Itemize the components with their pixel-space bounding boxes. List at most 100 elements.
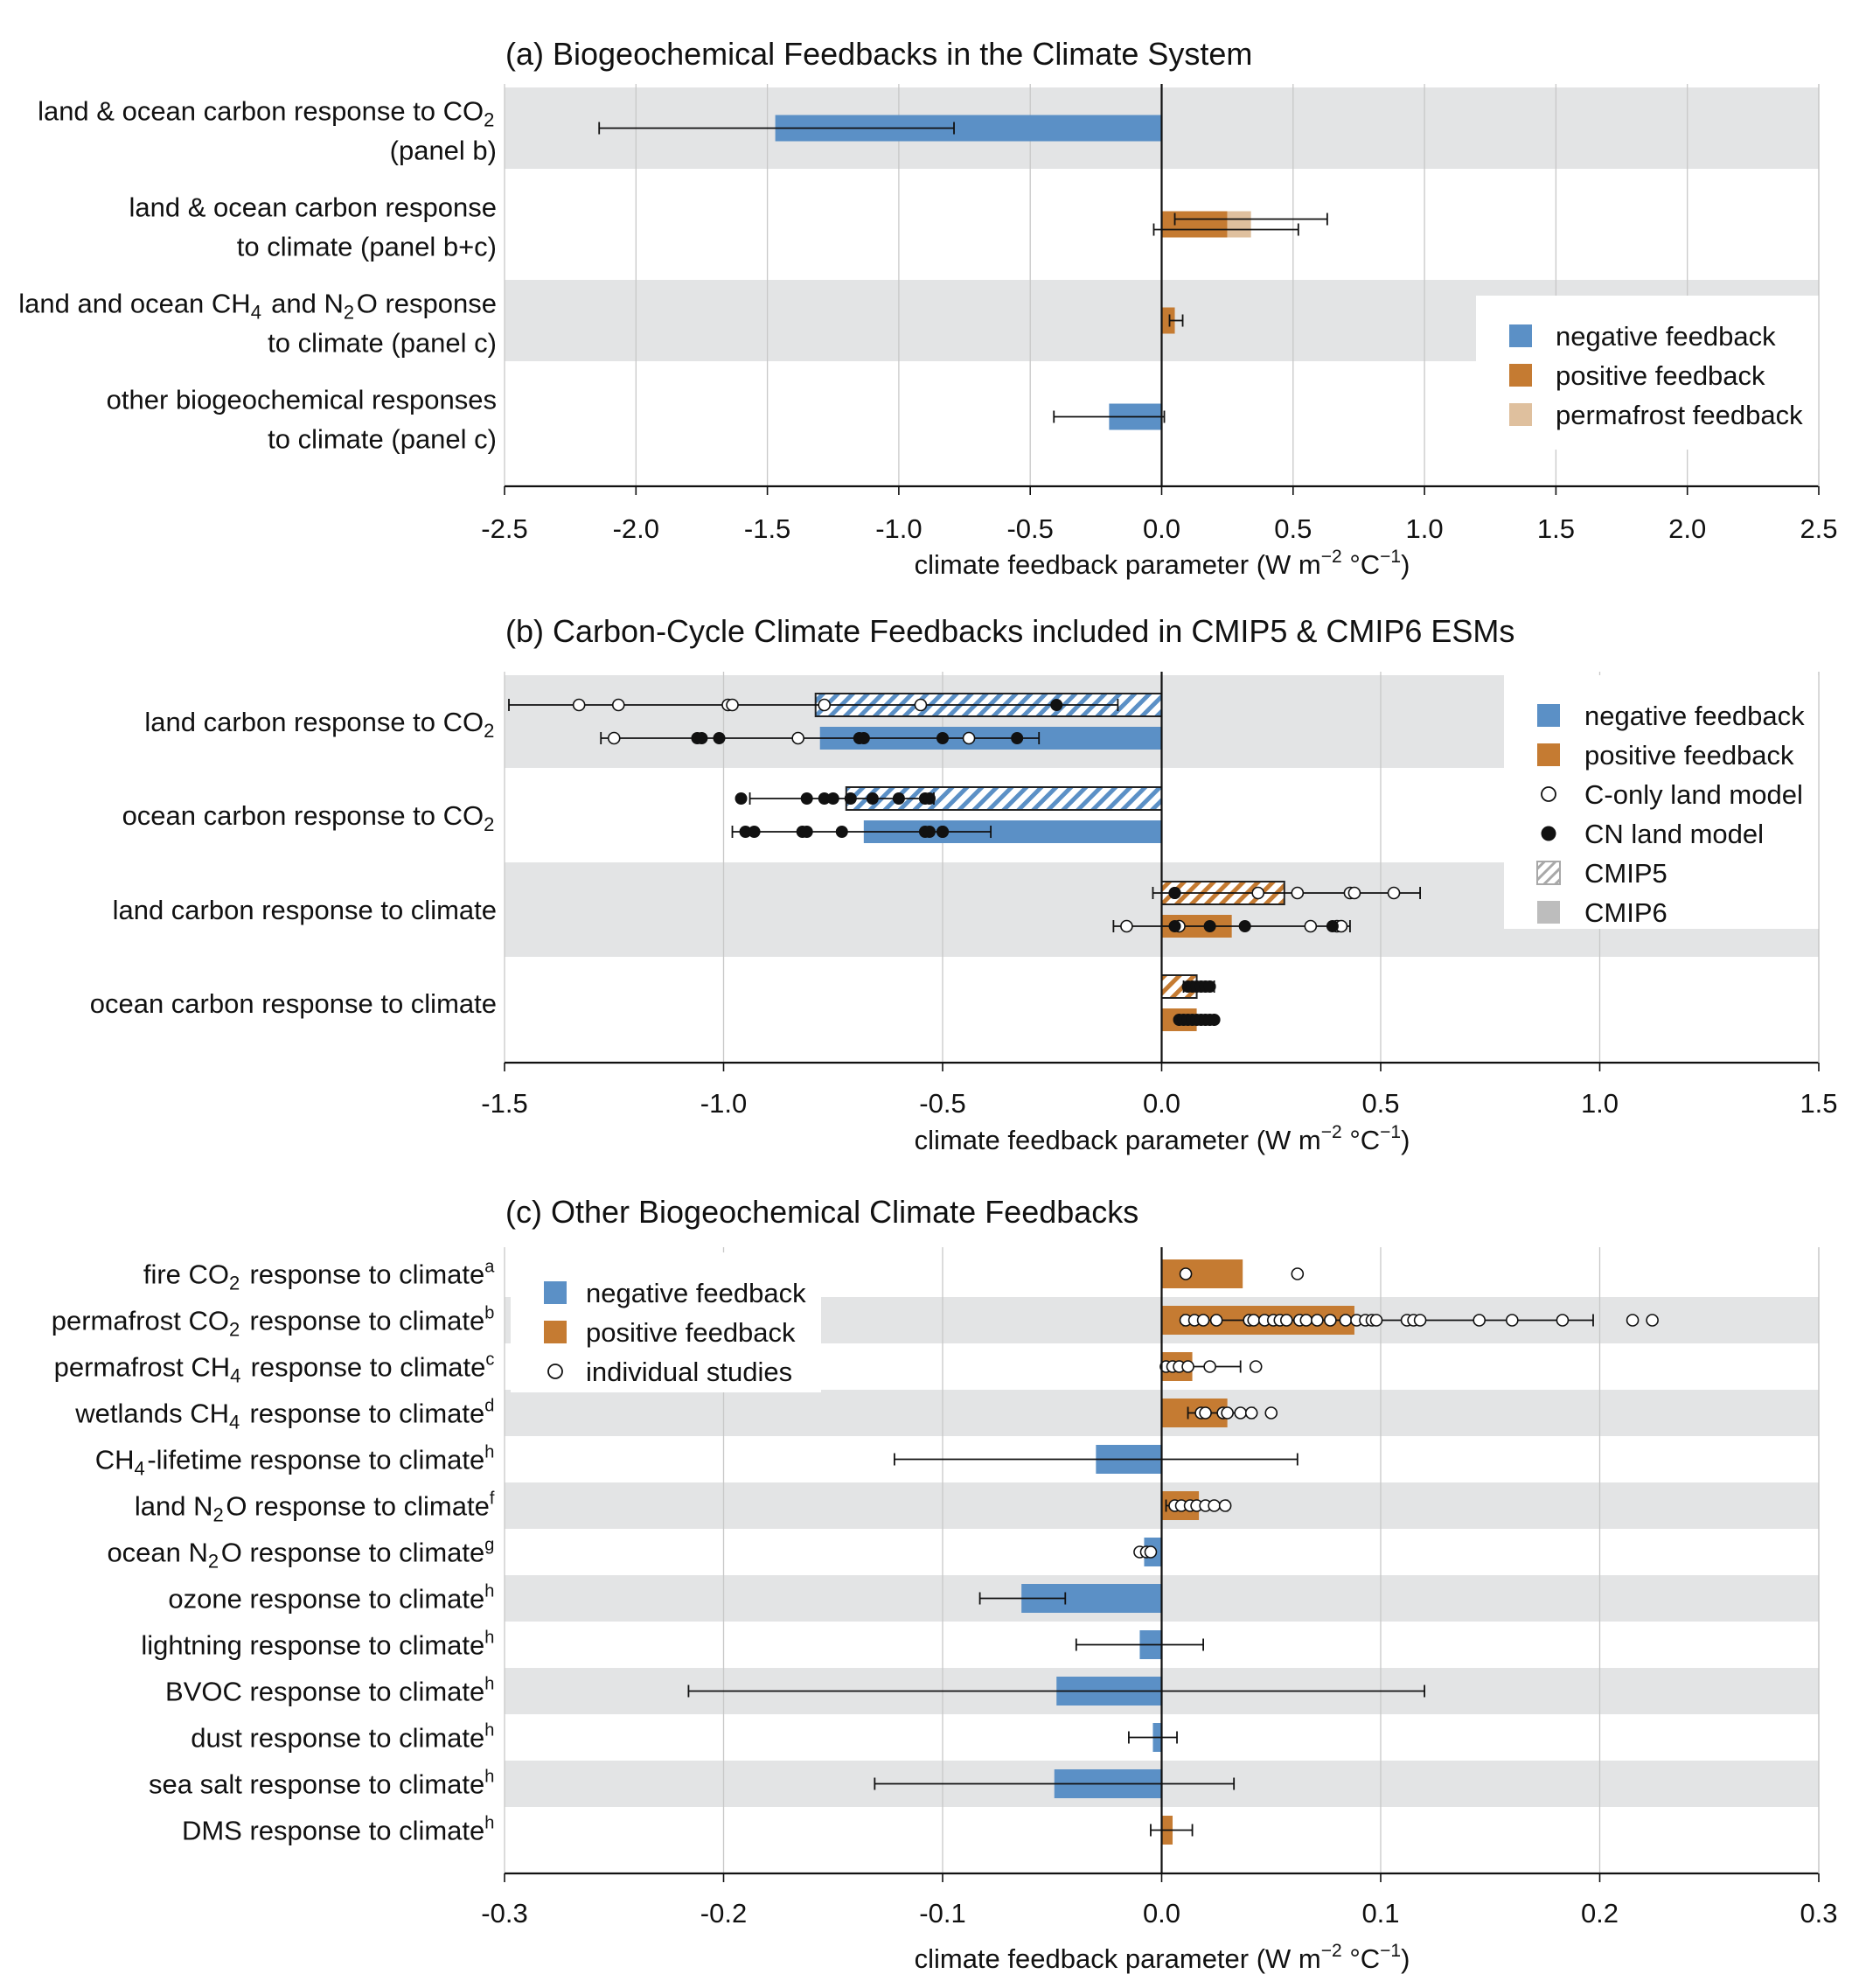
panel-c: (c) Other Biogeochemical Climate Feedbac… — [52, 1194, 1838, 1974]
legend-swatch — [1537, 743, 1560, 766]
row-label-part: land N — [135, 1491, 213, 1522]
open-dot — [1249, 1360, 1263, 1373]
row-label-gap — [494, 1630, 497, 1661]
x-axis-label-unit: °C — [1342, 1943, 1380, 1974]
panel-b: (b) Carbon-Cycle Climate Feedbacks inclu… — [90, 613, 1838, 1155]
row-label-part: and N — [264, 289, 344, 319]
row-label: BVOC response to climateh — [165, 1675, 497, 1707]
row-label: CH4 -lifetime response to climateh — [95, 1443, 497, 1480]
legend-box — [1476, 296, 1819, 450]
open-dot — [1208, 1499, 1221, 1512]
row-label-part: dust response to climate — [191, 1723, 484, 1754]
row-label: land & ocean carbon response — [129, 192, 497, 223]
open-dot — [1506, 1314, 1519, 1327]
legend-swatch — [1509, 403, 1532, 426]
bar — [1161, 1259, 1243, 1288]
row-label: dust response to climateh — [191, 1721, 497, 1754]
panel-c-body: fire CO2 response to climatea permafrost… — [52, 1247, 1838, 1974]
row-label: fire CO2 response to climatea — [143, 1258, 497, 1294]
filled-dot — [800, 792, 813, 805]
open-dot — [1387, 886, 1401, 900]
row-label-gap — [494, 1584, 497, 1615]
row-label-gap — [494, 1769, 497, 1800]
x-tick-label: 1.5 — [1537, 513, 1575, 544]
filled-dot — [735, 792, 748, 805]
legend-label: negative feedback — [586, 1278, 806, 1308]
x-axis-label-close: ) — [1401, 1943, 1410, 1974]
open-dot — [1299, 1314, 1313, 1327]
filled-dot — [1011, 732, 1024, 744]
open-dot — [1144, 1545, 1158, 1559]
x-tick-label: -2.0 — [613, 513, 659, 544]
row-label: lightning response to climateh — [141, 1629, 497, 1661]
filled-dot — [844, 792, 857, 805]
row-label-part: land carbon response to CO — [144, 707, 484, 737]
filled-dot — [892, 792, 905, 805]
row-label: to climate (panel b+c) — [237, 232, 497, 262]
legend-label: positive feedback — [586, 1317, 796, 1348]
x-axis-label-exp2: −1 — [1380, 1122, 1401, 1142]
row-label-sub: 4 — [229, 1412, 240, 1433]
open-dot — [1181, 1360, 1194, 1373]
row-label-part: O response — [357, 289, 497, 319]
row-label-part: response to climate — [242, 1259, 484, 1290]
filled-dot — [1168, 887, 1181, 899]
row-label-sub: 2 — [484, 813, 494, 835]
x-tick-label: -1.5 — [481, 1088, 527, 1119]
row-label-gap — [494, 1445, 497, 1475]
legend-dot — [1541, 786, 1556, 802]
row-label-sup: h — [484, 1768, 494, 1787]
filled-dot — [1238, 920, 1251, 932]
legend-label: positive feedback — [1584, 740, 1794, 771]
row-label: land carbon response to CO2 — [144, 707, 497, 742]
row-label-sup: a — [484, 1258, 495, 1277]
panel-a: (a) Biogeochemical Feedbacks in the Clim… — [18, 36, 1837, 580]
row-label-gap — [494, 1816, 497, 1846]
x-axis-label-unit: °C — [1342, 1125, 1380, 1155]
row-label-part: BVOC response to climate — [165, 1677, 484, 1707]
filled-dot — [1050, 699, 1063, 711]
legend-swatch — [544, 1321, 567, 1343]
legend-label: permafrost feedback — [1556, 400, 1803, 430]
legend-swatch — [544, 1281, 567, 1304]
row-label-part: land and ocean CH — [18, 289, 250, 319]
row-label-gap — [494, 1677, 497, 1707]
filled-dot — [835, 826, 848, 838]
open-dot — [1234, 1406, 1247, 1420]
row-label: land & ocean carbon response to CO2 — [38, 96, 497, 131]
legend-label: individual studies — [586, 1357, 792, 1387]
row-label-gap — [494, 96, 497, 127]
x-tick-label: 1.0 — [1581, 1088, 1619, 1119]
x-tick-label: -0.2 — [700, 1898, 747, 1929]
row-label-part: response to climate — [243, 1352, 485, 1383]
legend-label: CN land model — [1584, 819, 1764, 849]
legend-dot — [547, 1364, 563, 1379]
x-axis-label-exp1: −2 — [1321, 1941, 1342, 1961]
row-label-sub: 4 — [135, 1458, 145, 1480]
row-label-part: land & ocean carbon response — [129, 192, 497, 223]
filled-dot — [866, 792, 879, 805]
row-label: sea salt response to climateh — [149, 1768, 497, 1800]
row-label-part: wetlands CH — [74, 1399, 229, 1429]
row-label-part: O response to climate — [221, 1538, 485, 1568]
x-tick-label: 0.2 — [1581, 1898, 1619, 1929]
x-axis-label-exp1: −2 — [1321, 1122, 1342, 1142]
x-axis-label-close: ) — [1401, 1125, 1410, 1155]
x-tick-label: -1.0 — [700, 1088, 747, 1119]
open-dot — [1279, 1314, 1293, 1327]
row-label: ocean carbon response to climate — [90, 988, 497, 1019]
open-dot — [1203, 1360, 1216, 1373]
row-label-part: lightning response to climate — [141, 1630, 484, 1661]
open-dot — [607, 731, 621, 745]
row-label-part: (panel b) — [390, 136, 497, 166]
row-label-part: to climate (panel c) — [268, 328, 497, 359]
open-dot — [1304, 919, 1318, 933]
panel-a-title: (a) Biogeochemical Feedbacks in the Clim… — [505, 36, 1252, 72]
row-label-sub: 2 — [212, 1504, 223, 1526]
row-label-sup: h — [484, 1443, 494, 1462]
open-dot — [818, 698, 832, 712]
row-label-sub: 2 — [484, 109, 494, 131]
row-label-sup: g — [484, 1536, 494, 1555]
filled-dot — [857, 732, 870, 744]
row-label-part: permafrost CH — [54, 1352, 231, 1383]
